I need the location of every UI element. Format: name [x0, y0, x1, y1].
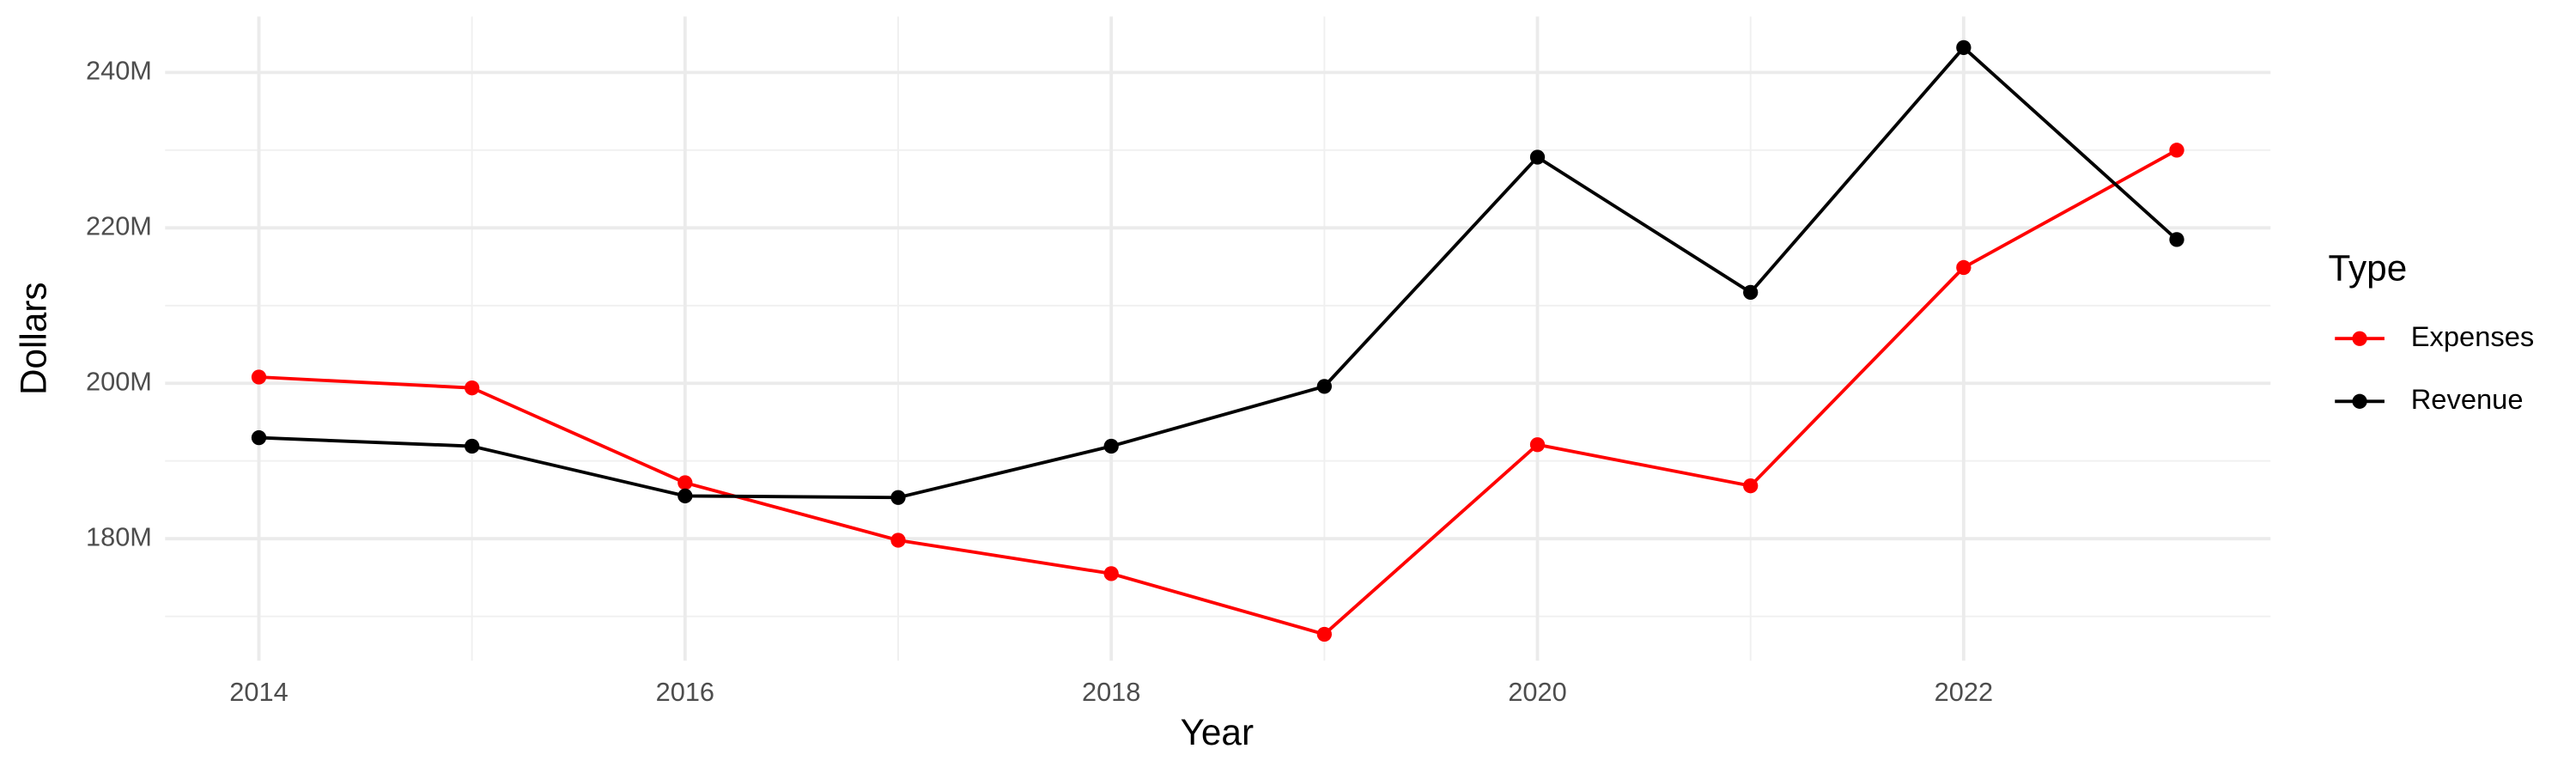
legend-label: Revenue	[2411, 383, 2524, 415]
data-point	[1529, 149, 1546, 165]
x-tick-label: 2016	[656, 677, 714, 707]
data-point	[2169, 143, 2184, 158]
y-tick-label: 240M	[86, 55, 152, 85]
legend: Expenses Revenue	[2335, 320, 2534, 415]
legend-key-point	[2352, 393, 2367, 409]
plot-marks	[251, 40, 2184, 642]
data-point	[251, 429, 267, 446]
x-tick-label: 2018	[1082, 677, 1140, 707]
legend-key-point	[2352, 331, 2367, 346]
data-point	[1743, 284, 1759, 301]
data-point	[890, 533, 906, 548]
y-tick-label: 200M	[86, 366, 152, 396]
data-point	[1103, 566, 1119, 581]
data-point	[1316, 379, 1333, 394]
data-point	[1743, 478, 1759, 494]
x-axis-title: Year	[1181, 712, 1254, 752]
legend-label: Expenses	[2411, 320, 2535, 352]
data-point	[1103, 438, 1119, 454]
data-point	[251, 369, 267, 385]
x-tick-label: 2020	[1508, 677, 1566, 707]
data-point	[465, 380, 480, 396]
data-point	[1529, 437, 1546, 453]
y-tick-label: 220M	[86, 210, 152, 240]
data-point	[465, 438, 480, 454]
y-tick-label: 180M	[86, 521, 152, 551]
data-point	[677, 475, 693, 490]
series-line	[258, 149, 2178, 636]
legend-title: Type	[2329, 248, 2408, 289]
data-point	[1316, 626, 1333, 642]
x-tick-label: 2022	[1935, 677, 1993, 707]
grid: 180M 200M 220M 240M 2014 2016 2018 2020 2022	[86, 16, 2271, 707]
data-point	[677, 488, 693, 504]
data-point	[2169, 232, 2184, 247]
x-tick-label: 2014	[229, 677, 288, 707]
data-point	[890, 490, 906, 505]
series-line	[258, 45, 2178, 500]
data-point	[1956, 259, 1971, 276]
y-axis-title: Dollars	[13, 282, 53, 395]
data-point	[1956, 40, 1971, 56]
